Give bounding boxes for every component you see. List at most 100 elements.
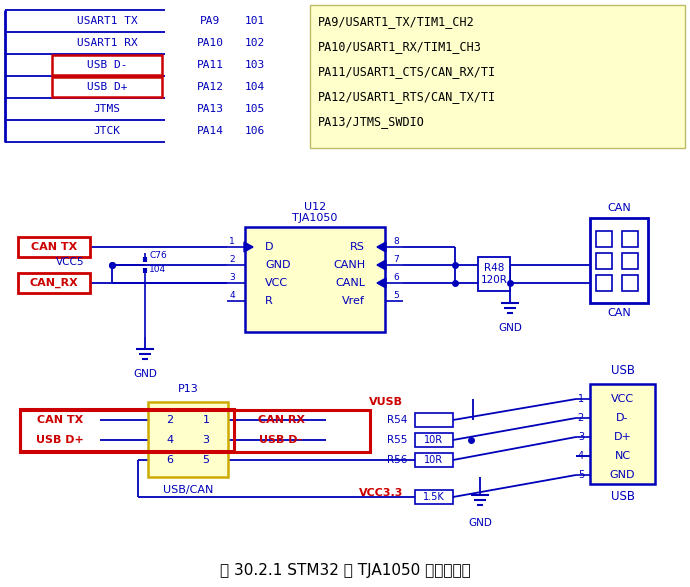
Bar (596, 275, 612, 291)
Text: C76: C76 (149, 251, 167, 261)
Text: 6: 6 (166, 455, 173, 465)
Bar (310, 5, 685, 148)
Text: 1: 1 (202, 415, 210, 425)
Bar (20, 409, 234, 451)
Text: 3: 3 (578, 432, 584, 442)
Bar (590, 218, 648, 303)
Text: 3: 3 (229, 274, 235, 282)
Text: R56: R56 (386, 455, 407, 465)
Bar (622, 275, 638, 291)
Bar (415, 433, 453, 447)
Text: D+: D+ (613, 432, 631, 442)
Text: USB D+: USB D+ (87, 82, 127, 92)
Text: 7: 7 (393, 255, 399, 265)
Text: 1: 1 (578, 394, 584, 404)
Text: 5: 5 (202, 455, 210, 465)
Text: 103: 103 (245, 60, 265, 70)
Text: GND: GND (498, 323, 522, 333)
Text: NC: NC (614, 451, 631, 461)
Text: 4: 4 (578, 451, 584, 461)
Text: PA11: PA11 (197, 60, 224, 70)
Polygon shape (377, 260, 386, 270)
Bar (18, 237, 90, 257)
Bar (18, 273, 90, 293)
Text: D: D (265, 242, 273, 252)
Text: 2: 2 (166, 415, 174, 425)
Text: 3: 3 (202, 435, 210, 445)
Text: 106: 106 (245, 126, 265, 136)
Text: PA11/USART1_CTS/CAN_RX/TI: PA11/USART1_CTS/CAN_RX/TI (318, 66, 496, 79)
Text: USART1 TX: USART1 TX (77, 16, 137, 26)
Text: VCC5: VCC5 (55, 257, 84, 267)
Text: PA10: PA10 (197, 38, 224, 48)
Text: PA14: PA14 (197, 126, 224, 136)
Text: RS: RS (350, 242, 365, 252)
Text: GND: GND (610, 470, 635, 480)
Text: USB D+: USB D+ (36, 435, 84, 445)
Text: Vref: Vref (342, 296, 365, 306)
Text: PA10/USART1_RX/TIM1_CH3: PA10/USART1_RX/TIM1_CH3 (318, 41, 482, 53)
Text: PA13: PA13 (197, 104, 224, 114)
Text: R48: R48 (484, 263, 504, 273)
Text: JTCK: JTCK (94, 126, 121, 136)
Text: GND: GND (265, 260, 290, 270)
Text: R55: R55 (386, 435, 407, 445)
Polygon shape (377, 278, 386, 288)
Text: 1.5K: 1.5K (423, 492, 445, 502)
Bar (622, 253, 638, 269)
Text: TJA1050: TJA1050 (293, 213, 337, 223)
Text: PA12/USART1_RTS/CAN_TX/TI: PA12/USART1_RTS/CAN_TX/TI (318, 90, 496, 103)
Text: PA12: PA12 (197, 82, 224, 92)
Text: GND: GND (133, 369, 157, 379)
Text: 图 30.2.1 STM32 与 TJA1050 连接电路图: 图 30.2.1 STM32 与 TJA1050 连接电路图 (219, 564, 471, 579)
Bar (52, 55, 162, 75)
Text: 5: 5 (578, 470, 584, 480)
Text: 6: 6 (393, 274, 399, 282)
Text: 104: 104 (149, 265, 166, 275)
Text: CAN TX: CAN TX (37, 415, 83, 425)
Text: 2: 2 (578, 413, 584, 423)
Polygon shape (244, 242, 253, 252)
Text: 120R: 120R (480, 275, 507, 285)
Text: CANH: CANH (333, 260, 365, 270)
Text: 1: 1 (229, 238, 235, 247)
Text: 10R: 10R (424, 455, 444, 465)
Text: 101: 101 (245, 16, 265, 26)
Text: U12: U12 (304, 202, 326, 212)
Text: PA9/USART1_TX/TIM1_CH2: PA9/USART1_TX/TIM1_CH2 (318, 15, 475, 29)
Bar (622, 231, 638, 247)
Text: CAN RX: CAN RX (257, 415, 304, 425)
Text: D-: D- (616, 413, 629, 423)
Text: GND: GND (468, 518, 492, 528)
Bar (245, 227, 385, 332)
Text: 10R: 10R (424, 435, 444, 445)
Text: 102: 102 (245, 38, 265, 48)
Text: 4: 4 (229, 292, 235, 301)
Text: JTMS: JTMS (94, 104, 121, 114)
Text: 5: 5 (393, 292, 399, 301)
Text: PA9: PA9 (200, 16, 220, 26)
Bar (52, 77, 162, 97)
Bar (596, 231, 612, 247)
Text: USB: USB (611, 365, 635, 377)
Bar (596, 253, 612, 269)
Text: 105: 105 (245, 104, 265, 114)
Text: USB: USB (611, 490, 635, 502)
Text: CAN_RX: CAN_RX (30, 278, 79, 288)
Bar (415, 490, 453, 504)
Text: VCC3.3: VCC3.3 (359, 488, 403, 498)
Text: 104: 104 (245, 82, 265, 92)
Bar (20, 410, 370, 452)
Text: VCC: VCC (611, 394, 634, 404)
Text: VCC: VCC (265, 278, 288, 288)
Text: 2: 2 (229, 255, 235, 265)
Text: VUSB: VUSB (369, 397, 403, 407)
Text: R54: R54 (386, 415, 407, 425)
Text: CAN TX: CAN TX (31, 242, 77, 252)
Bar (148, 402, 228, 477)
Polygon shape (377, 242, 386, 252)
Text: CAN: CAN (607, 203, 631, 213)
Text: USB/CAN: USB/CAN (163, 485, 213, 495)
Text: PA13/JTMS_SWDIO: PA13/JTMS_SWDIO (318, 116, 425, 129)
Bar (478, 257, 510, 291)
